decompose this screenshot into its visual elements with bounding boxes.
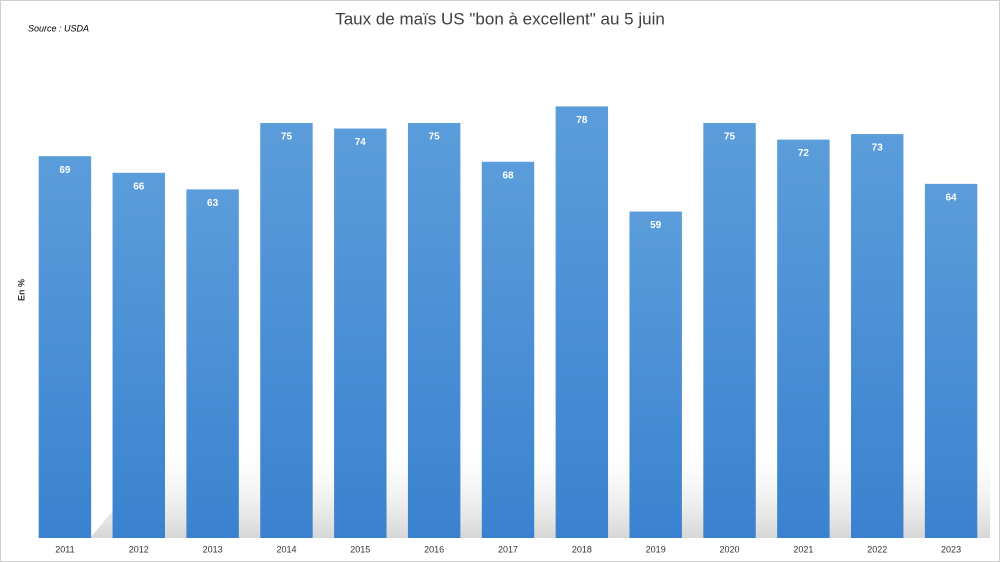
x-tick-label: 2015 bbox=[350, 544, 370, 554]
data-label: 59 bbox=[650, 220, 662, 231]
x-tick-label: 2019 bbox=[646, 544, 666, 554]
bar bbox=[407, 123, 461, 538]
bar bbox=[851, 134, 904, 539]
x-tick-label: 2017 bbox=[498, 544, 518, 554]
bar bbox=[481, 161, 535, 538]
data-label: 63 bbox=[207, 198, 219, 209]
data-label: 66 bbox=[133, 181, 145, 192]
x-tick-label: 2018 bbox=[572, 544, 592, 554]
x-tick-label: 2012 bbox=[129, 544, 149, 554]
data-label: 75 bbox=[724, 132, 736, 143]
x-tick-label: 2011 bbox=[55, 544, 74, 554]
data-label: 72 bbox=[798, 148, 810, 159]
data-label: 78 bbox=[576, 115, 588, 126]
data-label: 75 bbox=[429, 132, 441, 143]
bar bbox=[334, 128, 387, 539]
bar bbox=[260, 123, 313, 538]
x-tick-label: 2020 bbox=[720, 544, 740, 554]
data-label: 75 bbox=[281, 132, 293, 143]
x-tick-label: 2022 bbox=[867, 544, 887, 554]
y-axis-label: En % bbox=[16, 279, 26, 301]
data-label: 64 bbox=[946, 193, 958, 204]
source: Source : USDA bbox=[28, 23, 89, 33]
data-label: 73 bbox=[872, 143, 884, 154]
bar bbox=[629, 211, 682, 539]
floor-shadow bbox=[90, 440, 990, 538]
data-label: 69 bbox=[59, 165, 71, 176]
bar bbox=[703, 123, 756, 538]
x-tick-label: 2023 bbox=[941, 544, 961, 554]
x-tick-label: 2013 bbox=[203, 544, 223, 554]
data-label: 68 bbox=[502, 170, 514, 181]
x-tick-label: 2016 bbox=[424, 544, 444, 554]
chart-title: Taux de maïs US "bon à excellent" au 5 j… bbox=[335, 9, 665, 28]
bar bbox=[777, 139, 830, 538]
bar bbox=[38, 156, 92, 538]
bar bbox=[186, 189, 239, 538]
bar bbox=[112, 172, 165, 539]
x-tick-label: 2021 bbox=[793, 544, 813, 554]
bar bbox=[924, 183, 978, 538]
x-tick-label: 2014 bbox=[276, 544, 296, 554]
data-label: 74 bbox=[355, 137, 367, 148]
bar bbox=[555, 106, 609, 539]
